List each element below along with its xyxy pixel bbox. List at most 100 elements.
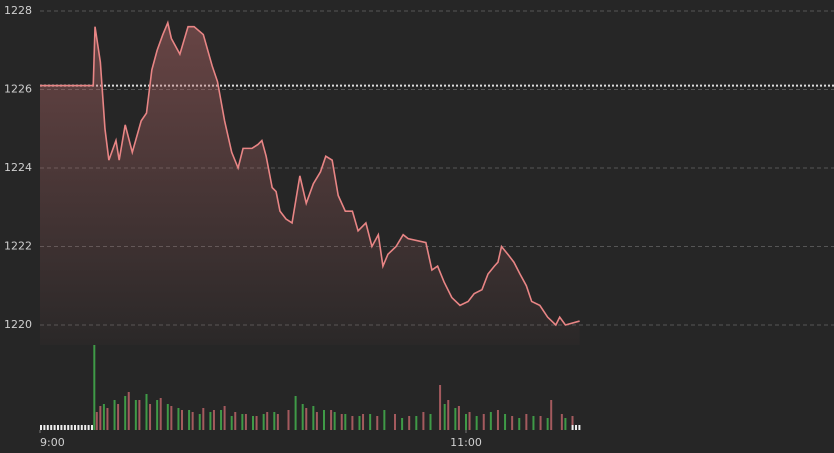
volume-bar: [134, 400, 137, 430]
volume-bar: [511, 416, 514, 430]
volume-bar: [181, 410, 183, 430]
volume-placeholder: [43, 425, 46, 430]
volume-bar: [276, 414, 279, 430]
volume-bar: [113, 400, 116, 430]
volume-placeholder: [57, 425, 59, 430]
volume-bar: [358, 416, 361, 430]
volume-bar: [401, 418, 404, 430]
volume-bar: [262, 414, 265, 430]
volume-bar: [415, 416, 418, 430]
volume-bar: [145, 394, 148, 430]
volume-bar: [447, 400, 450, 430]
volume-placeholder: [571, 425, 574, 430]
volume-bar: [408, 416, 411, 430]
volume-placeholder: [70, 425, 73, 430]
volume-bar: [127, 392, 130, 430]
volume-bar: [212, 410, 215, 430]
volume-bar: [138, 400, 141, 430]
volume-bar: [323, 410, 325, 430]
volume-placeholder: [91, 425, 93, 430]
volume-bar: [312, 406, 315, 430]
volume-bar: [564, 418, 567, 430]
volume-bar: [376, 416, 379, 430]
volume-bar: [429, 414, 432, 430]
y-tick-label: 1228: [4, 4, 32, 17]
volume-bar: [482, 414, 485, 430]
volume-bar: [99, 406, 102, 430]
volume-bar: [252, 416, 254, 430]
volume-placeholder: [578, 425, 581, 430]
volume-bar: [93, 345, 96, 430]
volume-bar: [244, 414, 247, 430]
volume-bar: [394, 414, 396, 430]
volume-bar: [439, 385, 442, 430]
volume-bar: [369, 414, 372, 430]
volume-bar: [518, 418, 521, 430]
volume-bar: [234, 412, 237, 430]
volume-bar: [220, 410, 223, 430]
volume-placeholder: [67, 425, 70, 430]
y-tick-label: 1222: [4, 240, 32, 253]
volume-bar: [362, 414, 365, 430]
volume-bar: [102, 404, 105, 430]
volume-placeholder: [63, 425, 66, 430]
volume-bar: [468, 412, 471, 430]
volume-bar: [550, 400, 553, 430]
volume-bar: [560, 414, 563, 430]
x-tick-label: 11:00: [450, 436, 482, 449]
area: [40, 22, 580, 346]
volume-placeholder: [80, 425, 83, 430]
volume-bar: [266, 412, 269, 430]
volume-placeholder: [46, 425, 49, 430]
volume-bar: [149, 404, 152, 430]
volume-bar: [489, 412, 492, 430]
volume-bar: [454, 408, 457, 430]
volume-bar: [156, 400, 159, 430]
volume-bar: [230, 416, 233, 430]
volume-bar: [301, 404, 304, 430]
volume-placeholder: [74, 425, 76, 430]
volume-bar: [443, 404, 446, 430]
volume-bar: [539, 416, 542, 430]
volume-bar: [117, 404, 120, 430]
volume-bar: [273, 412, 276, 430]
volume-placeholder: [50, 425, 53, 430]
volume-bar: [546, 418, 549, 430]
volume-bar: [330, 410, 333, 430]
volume-bar: [344, 414, 347, 430]
volume-bar: [255, 416, 258, 430]
volume-placeholder: [77, 425, 80, 430]
volume-bar: [159, 398, 162, 430]
volume-bar: [525, 414, 528, 430]
volume-bar: [241, 414, 244, 430]
volume-placeholder: [84, 425, 87, 430]
volume-bar: [475, 416, 478, 430]
volume-bar: [198, 414, 201, 430]
volume-bar: [465, 414, 467, 430]
volume-bar: [106, 408, 109, 430]
volume-bar: [457, 406, 460, 430]
volume-bar: [170, 406, 173, 430]
volume-bar: [294, 396, 297, 430]
x-tick-label: 9:00: [40, 436, 65, 449]
volume-placeholder: [575, 425, 577, 430]
volume-bar: [333, 412, 336, 430]
volume-placeholder: [87, 425, 90, 430]
y-tick-label: 1220: [4, 318, 32, 331]
volume-bar: [504, 414, 507, 430]
volume-bar: [340, 414, 343, 430]
volume-bar: [422, 412, 425, 430]
volume-bar: [209, 412, 212, 430]
volume-bar: [496, 410, 499, 430]
y-tick-label: 1224: [4, 161, 32, 174]
volume-placeholder: [60, 425, 63, 430]
y-tick-label: 1226: [4, 83, 32, 96]
volume-bar: [202, 408, 205, 430]
volume-bar: [124, 396, 127, 430]
volume-bar: [177, 408, 180, 430]
volume-bar: [287, 410, 290, 430]
volume-bar: [305, 408, 308, 430]
volume-placeholder: [40, 425, 42, 430]
volume-bar: [188, 410, 191, 430]
